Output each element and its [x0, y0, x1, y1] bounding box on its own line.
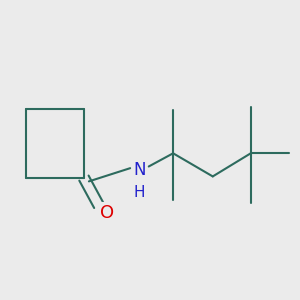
Text: O: O — [100, 204, 114, 222]
Text: N: N — [133, 161, 146, 179]
Text: H: H — [134, 185, 145, 200]
